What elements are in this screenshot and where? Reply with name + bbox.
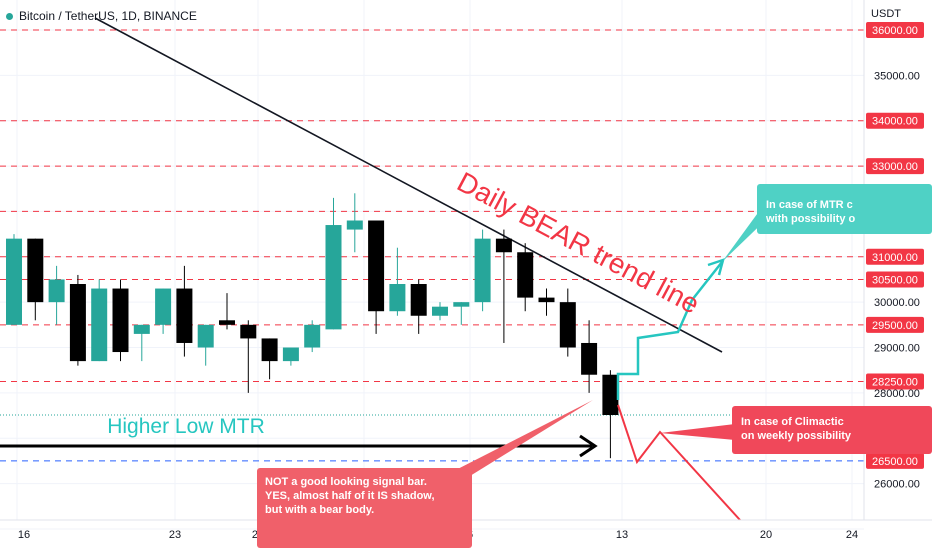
price-tick-label: 35000.00 bbox=[874, 70, 920, 82]
candle-body bbox=[389, 284, 406, 312]
candle-body bbox=[282, 347, 299, 362]
symbol-header: Bitcoin / TetherUS, 1D, BINANCE bbox=[6, 9, 197, 23]
higher-low-label: Higher Low MTR bbox=[107, 415, 265, 438]
price-level-tag-label: 33000.00 bbox=[872, 161, 918, 173]
time-tick-label: 16 bbox=[18, 529, 30, 541]
note-line: In case of MTR c bbox=[766, 199, 853, 211]
price-level-tag bbox=[866, 248, 924, 265]
candle-body bbox=[538, 297, 555, 303]
price-level-tag bbox=[866, 316, 924, 333]
candle-body bbox=[368, 220, 385, 312]
price-tick-label: 29000.00 bbox=[874, 343, 920, 355]
time-tick-label: 23 bbox=[169, 529, 181, 541]
climactic-note-pointer bbox=[660, 424, 735, 440]
price-level-tag-label: 26500.00 bbox=[872, 456, 918, 468]
bull-projection bbox=[616, 261, 723, 400]
symbol-title: Bitcoin / TetherUS, 1D, BINANCE bbox=[19, 9, 197, 23]
note-line: but with a bear body. bbox=[265, 504, 375, 516]
candle-body bbox=[155, 288, 172, 325]
candle-body bbox=[6, 238, 22, 325]
candle-body bbox=[559, 302, 576, 348]
candle-body bbox=[346, 220, 363, 230]
note-line: with possibility o bbox=[766, 213, 856, 225]
candle-body bbox=[602, 374, 619, 415]
market-open-dot bbox=[6, 13, 13, 20]
candle-body bbox=[517, 252, 534, 298]
trend-lines bbox=[0, 17, 723, 458]
time-tick-label: 20 bbox=[760, 529, 772, 541]
candle-body bbox=[410, 284, 427, 316]
price-level-tag-label: 30500.00 bbox=[872, 274, 918, 286]
candle-body bbox=[581, 342, 598, 375]
candle-body bbox=[325, 225, 342, 330]
candle-body bbox=[304, 324, 321, 348]
higher-low-arrowhead bbox=[579, 434, 598, 458]
price-level-tag-label: 29500.00 bbox=[872, 320, 918, 332]
price-level-tag bbox=[866, 271, 924, 288]
candle-body bbox=[219, 320, 235, 325]
note-line: YES, almost half of it IS shadow, bbox=[265, 490, 435, 502]
price-level-tag bbox=[866, 373, 924, 390]
note-line: In case of Climactic bbox=[741, 416, 844, 428]
horizontal-levels bbox=[0, 0, 864, 530]
signal-bar-note: NOT a good looking signal bar. YES, almo… bbox=[257, 468, 472, 548]
candle-body bbox=[261, 338, 278, 362]
price-level-tag bbox=[866, 112, 924, 129]
price-level-tag-label: 34000.00 bbox=[872, 116, 918, 128]
note-line: NOT a good looking signal bar. bbox=[265, 476, 427, 488]
climactic-note: In case of Climactic on weekly possibili… bbox=[732, 406, 932, 454]
candle-body bbox=[112, 288, 129, 353]
price-tick-label: 26000.00 bbox=[874, 479, 920, 491]
candle-body bbox=[453, 302, 470, 307]
candle-body bbox=[133, 324, 150, 334]
candle-body bbox=[197, 324, 214, 348]
time-tick-label: 24 bbox=[846, 529, 858, 541]
signal-note-pointer bbox=[440, 400, 593, 478]
candle-body bbox=[27, 238, 44, 303]
candle-body bbox=[48, 279, 65, 303]
candle-body bbox=[240, 324, 257, 339]
candle-body bbox=[91, 288, 108, 362]
price-level-tag-label: 36000.00 bbox=[872, 25, 918, 37]
candle-body bbox=[69, 284, 86, 362]
mtr-note: In case of MTR c with possibility o bbox=[757, 184, 932, 234]
projection-paths bbox=[616, 258, 741, 521]
candle-body bbox=[432, 306, 448, 316]
price-level-tag-label: 31000.00 bbox=[872, 252, 918, 264]
candles bbox=[6, 193, 619, 459]
bear-trend-line bbox=[94, 17, 723, 353]
price-tick-label: 30000.00 bbox=[874, 297, 920, 309]
price-level-tag bbox=[866, 452, 924, 469]
candle-body bbox=[176, 288, 193, 343]
price-level-tag bbox=[866, 22, 924, 38]
currency-unit[interactable]: USDT bbox=[871, 8, 901, 20]
price-level-tag-label: 28250.00 bbox=[872, 377, 918, 389]
time-tick-label: 13 bbox=[616, 529, 628, 541]
candle-body bbox=[495, 238, 512, 253]
price-level-tag bbox=[866, 158, 924, 175]
price-tick-label: 28000.00 bbox=[874, 388, 920, 400]
note-line: on weekly possibility bbox=[741, 430, 852, 442]
bull-projection-arrowhead bbox=[707, 258, 725, 276]
candle-body bbox=[474, 238, 491, 303]
bear-projection bbox=[617, 404, 741, 521]
